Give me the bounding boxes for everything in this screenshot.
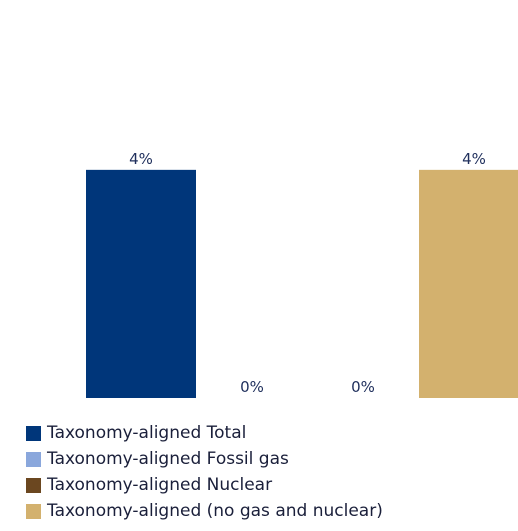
bar-no-gas-nuclear: [419, 169, 518, 398]
legend-item-nuclear: Taxonomy-aligned Nuclear: [26, 472, 383, 498]
data-label-total: 4%: [129, 150, 153, 168]
data-label-fossil-gas: 0%: [240, 378, 264, 396]
legend-swatch-total: [26, 425, 41, 441]
legend-item-fossil-gas: Taxonomy-aligned Fossil gas: [26, 446, 383, 472]
legend-item-no-gas-nuclear: Taxonomy-aligned (no gas and nuclear): [26, 498, 383, 524]
legend-item-total: Taxonomy-aligned Total: [26, 420, 383, 446]
legend-swatch-no-gas-nuclear: [26, 503, 41, 519]
chart-legend: Taxonomy-aligned Total Taxonomy-aligned …: [26, 420, 383, 524]
legend-label-nuclear: Taxonomy-aligned Nuclear: [47, 475, 273, 495]
legend-swatch-fossil-gas: [26, 451, 41, 467]
legend-label-fossil-gas: Taxonomy-aligned Fossil gas: [47, 449, 289, 469]
bar-chart: 4% 0% 0% 4%: [86, 150, 518, 398]
legend-label-total: Taxonomy-aligned Total: [47, 423, 247, 443]
data-label-nuclear: 0%: [351, 378, 375, 396]
bar-total: [86, 169, 196, 398]
legend-label-no-gas-nuclear: Taxonomy-aligned (no gas and nuclear): [47, 501, 383, 521]
legend-swatch-nuclear: [26, 477, 41, 493]
data-label-no-gas-nuclear: 4%: [462, 150, 486, 168]
